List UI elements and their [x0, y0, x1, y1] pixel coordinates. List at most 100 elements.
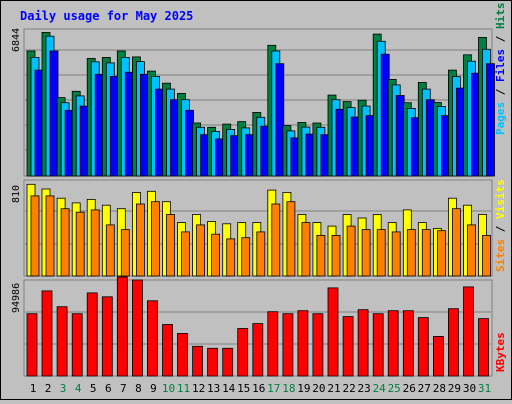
kbytes-bar-day-8 — [131, 279, 143, 377]
sites-bar-day-8 — [135, 203, 145, 277]
day-label-23: 23 — [357, 382, 370, 395]
hits-axis-legend: Pages / Files / Hits — [494, 3, 507, 136]
day-label-29: 29 — [448, 382, 461, 395]
kbytes-bar-day-1 — [26, 313, 38, 377]
day-label-7: 7 — [120, 382, 127, 395]
sites-bar-day-28 — [436, 230, 446, 277]
day-label-28: 28 — [433, 382, 446, 395]
kbytes-bar-day-3 — [56, 306, 68, 377]
sites-bar-day-5 — [90, 209, 100, 277]
day-label-2: 2 — [45, 382, 52, 395]
sites-bar-day-10 — [166, 214, 175, 277]
day-label-10: 10 — [162, 382, 175, 395]
kbytes-bar-day-13 — [207, 347, 219, 377]
day-label-12: 12 — [192, 382, 205, 395]
sites-bar-day-4 — [75, 211, 85, 277]
sites-bar-day-13 — [211, 233, 221, 277]
kbytes-bar-day-23 — [357, 309, 369, 377]
day-label-15: 15 — [237, 382, 250, 395]
sites-bar-day-30 — [467, 224, 476, 277]
kbytes-bar-day-25 — [387, 310, 399, 377]
day-label-18: 18 — [282, 382, 295, 395]
hits-legend-label: Hits — [494, 3, 507, 30]
sites-bar-day-24 — [376, 229, 386, 277]
sites-bar-day-3 — [60, 208, 70, 277]
kbytes-bar-day-6 — [101, 296, 113, 377]
day-label-1: 1 — [30, 382, 37, 395]
kbytes-bar-day-19 — [297, 310, 309, 377]
sites-legend-label: Sites — [494, 239, 507, 272]
sites-bar-day-16 — [256, 231, 266, 277]
sites-bar-day-17 — [271, 203, 281, 277]
day-label-19: 19 — [297, 382, 310, 395]
sites-bar-day-27 — [421, 229, 431, 277]
sites-bar-day-19 — [301, 222, 311, 277]
sites-bar-day-11 — [181, 231, 190, 277]
day-label-11: 11 — [177, 382, 190, 395]
kbytes-bar-day-31 — [478, 318, 489, 377]
day-label-8: 8 — [135, 382, 142, 395]
day-label-25: 25 — [388, 382, 401, 395]
kbytes-bar-day-21 — [327, 287, 339, 377]
kbytes-panel: 94986 — [11, 276, 493, 377]
kbytes-legend-label: KBytes — [494, 332, 507, 372]
kbytes-bar-day-29 — [447, 308, 459, 377]
day-label-27: 27 — [418, 382, 431, 395]
kbytes-bar-day-9 — [146, 300, 158, 377]
kbytes-bar-day-26 — [402, 310, 414, 377]
day-label-5: 5 — [90, 382, 97, 395]
day-label-13: 13 — [207, 382, 220, 395]
x-axis-day-labels: 1 2 3 4 5 6 7 8 9 10 11 12 13 14 15 16 17 18 19 20 21 22 23 24 2… — [30, 382, 491, 395]
kbytes-bar-day-11 — [177, 332, 188, 377]
sites-bar-day-23 — [361, 229, 371, 277]
files-legend-label: Files — [494, 49, 507, 82]
kbytes-bar-day-22 — [342, 316, 354, 377]
day-label-6: 6 — [105, 382, 112, 395]
sites-bar-day-21 — [331, 234, 341, 277]
visits-max-label: 810 — [11, 185, 22, 203]
kbytes-bar-day-30 — [463, 286, 474, 377]
day-label-4: 4 — [75, 382, 82, 395]
kbytes-bar-day-2 — [41, 290, 53, 377]
sites-bar-day-15 — [241, 237, 251, 277]
sites-bar-day-26 — [406, 229, 416, 277]
kbytes-bar-day-27 — [417, 317, 429, 377]
kbytes-bar-day-12 — [192, 345, 204, 377]
sites-bar-day-7 — [120, 229, 130, 277]
day-label-30: 30 — [463, 382, 476, 395]
day-label-16: 16 — [252, 382, 265, 395]
visits-axis-legend: Sites / Visits — [494, 179, 507, 272]
kbytes-bar-day-17 — [267, 311, 279, 377]
kbytes-bar-day-10 — [162, 324, 173, 377]
day-label-21: 21 — [327, 382, 340, 395]
kbytes-bar-day-16 — [252, 323, 264, 377]
sites-bar-day-25 — [391, 231, 401, 277]
day-label-26: 26 — [403, 382, 416, 395]
day-label-20: 20 — [312, 382, 325, 395]
day-label-22: 22 — [342, 382, 355, 395]
kbytes-bar-day-15 — [237, 328, 249, 377]
visits-legend-label: Visits — [494, 179, 507, 219]
chart-title: Daily usage for May 2025 — [20, 9, 193, 23]
sites-bar-day-6 — [105, 224, 115, 277]
sites-bar-day-31 — [482, 234, 491, 277]
pages-bar-day-31 — [486, 63, 495, 177]
visits-panel: 810 — [11, 179, 493, 277]
sites-bar-day-18 — [286, 201, 296, 277]
kbytes-bar-day-14 — [222, 347, 234, 377]
sites-bar-day-12 — [196, 224, 206, 277]
sites-bar-day-20 — [316, 234, 326, 277]
sites-bar-day-14 — [226, 238, 236, 277]
kbytes-bar-day-18 — [282, 313, 294, 377]
day-label-17: 17 — [267, 382, 280, 395]
day-label-24: 24 — [373, 382, 387, 395]
sites-bar-day-29 — [451, 208, 461, 277]
day-label-14: 14 — [222, 382, 236, 395]
day-label-31: 31 — [478, 382, 491, 395]
sites-bar-day-2 — [45, 195, 55, 277]
kbytes-axis-legend: KBytes — [494, 332, 507, 372]
day-label-3: 3 — [60, 382, 67, 395]
kbytes-max-label: 94986 — [11, 283, 22, 313]
